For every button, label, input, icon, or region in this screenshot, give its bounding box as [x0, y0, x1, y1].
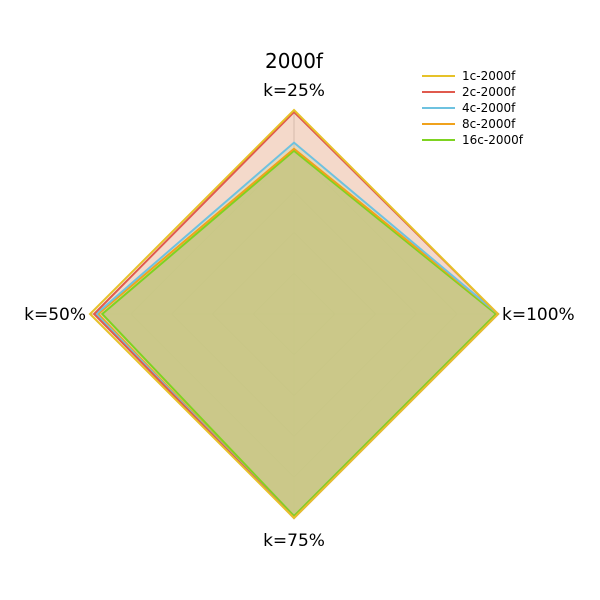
- legend-label-8c-2000f: 8c-2000f: [462, 117, 516, 131]
- axis-label-left: k=50%: [24, 305, 86, 325]
- series-line-1c-2000f: [88, 108, 500, 520]
- axis-label-top: k=25%: [263, 81, 325, 101]
- radar-fill: [90, 110, 499, 518]
- legend-label-2c-2000f: 2c-2000f: [462, 85, 516, 99]
- legend-label-16c-2000f: 16c-2000f: [462, 133, 524, 147]
- radar-series: [88, 108, 500, 520]
- legend-label-1c-2000f: 1c-2000f: [462, 69, 516, 83]
- legend: 1c-2000f 2c-2000f 4c-2000f 8c-2000f 16c-2000…: [422, 69, 524, 147]
- axis-label-right: k=100%: [502, 305, 575, 325]
- series-line-16c-2000f: [100, 149, 498, 518]
- legend-label-4c-2000f: 4c-2000f: [462, 101, 516, 115]
- chart-title: 2000f: [265, 49, 324, 73]
- series-fill-16c-2000f: [102, 150, 496, 516]
- axis-label-bottom: k=75%: [263, 531, 325, 551]
